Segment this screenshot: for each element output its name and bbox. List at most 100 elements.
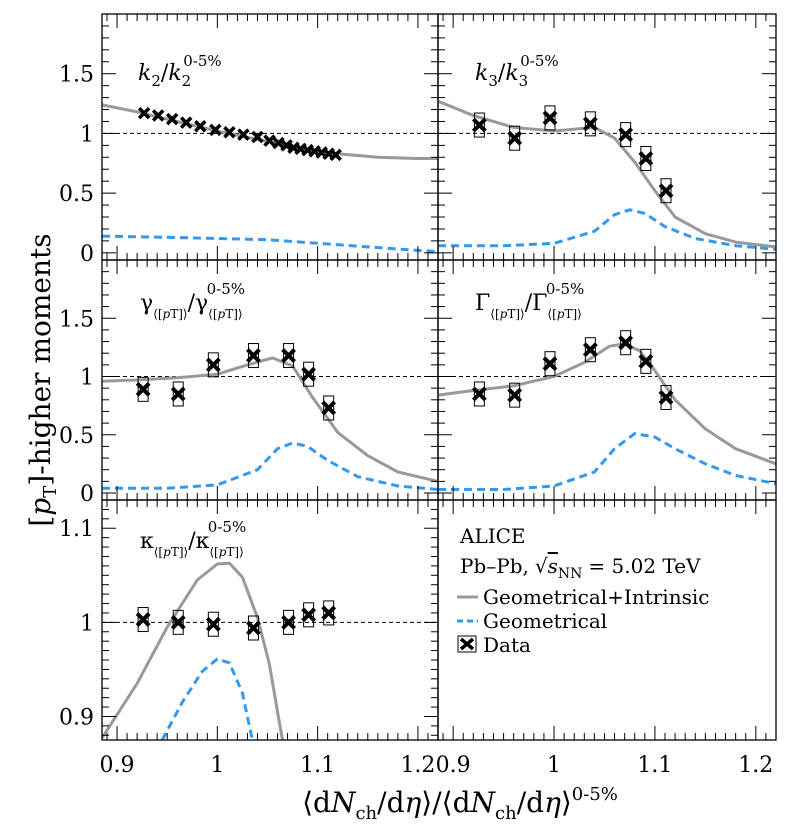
y-tick-label: 1.5 xyxy=(59,307,94,332)
data-point xyxy=(618,127,634,143)
data-syst-box xyxy=(137,607,149,633)
y-tick-label: 1 xyxy=(80,366,94,391)
data-syst-box xyxy=(473,381,485,407)
data-point xyxy=(542,356,558,372)
data-point xyxy=(507,130,523,146)
data-syst-box xyxy=(207,611,219,637)
geometrical-curve xyxy=(438,432,776,491)
data-point xyxy=(618,335,634,351)
data-point xyxy=(321,605,337,621)
x-tick-label: 1.1 xyxy=(300,753,335,778)
data-point xyxy=(329,148,342,162)
x-tick-label: 1.2 xyxy=(738,753,773,778)
panel-frame xyxy=(437,13,777,261)
data-point xyxy=(542,110,558,126)
data-point xyxy=(471,117,487,133)
data-point xyxy=(135,612,151,627)
y-tick-label: 0.5 xyxy=(59,182,94,207)
data-syst-box xyxy=(473,112,485,138)
data-point xyxy=(301,607,317,623)
x-tick-label: 1 xyxy=(210,753,224,778)
data-point xyxy=(223,125,236,139)
panel-Gamma xyxy=(437,259,777,501)
y-tick-label: 1.1 xyxy=(59,517,94,542)
data-syst-box xyxy=(660,178,672,204)
panel-title-kappa: κ⟨[pT]⟩/κ⟨[pT]⟩0-5% xyxy=(140,518,246,559)
data-syst-box xyxy=(303,361,315,387)
panel-k3 xyxy=(437,13,777,261)
data-syst-box xyxy=(283,343,295,369)
data-syst-box xyxy=(137,376,149,402)
y-tick-label: 0 xyxy=(80,482,94,507)
data-point xyxy=(205,357,221,373)
panel-frame xyxy=(101,13,439,261)
data-syst-box xyxy=(207,352,219,378)
data-syst-box xyxy=(247,615,259,641)
data-point xyxy=(582,342,598,358)
legend-label-data: Data xyxy=(483,633,531,657)
legend-title: ALICE xyxy=(459,524,526,548)
data-syst-box xyxy=(544,105,556,131)
data-point xyxy=(135,381,151,397)
data-syst-box xyxy=(509,382,521,408)
y-axis-title: [pT]-higher moments xyxy=(24,233,61,526)
x-tick-label: 1.1 xyxy=(637,753,672,778)
data-point xyxy=(165,112,179,126)
legend-data-box xyxy=(457,635,477,653)
data-point xyxy=(263,134,276,147)
y-tick-label: 1.5 xyxy=(59,63,94,88)
x-tick-label: 1 xyxy=(547,753,561,778)
svg-text:k2/k20-5%: k2/k20-5% xyxy=(138,52,222,90)
data-point xyxy=(170,614,186,630)
panel-frame xyxy=(437,259,777,501)
geometrical-intrinsic-curve xyxy=(102,103,438,160)
y-tick-label: 1 xyxy=(80,122,94,147)
data-point xyxy=(471,386,487,402)
data-point xyxy=(237,128,250,141)
data-syst-box xyxy=(620,330,632,356)
geometrical-curve xyxy=(438,208,776,251)
y-tick-label: 1 xyxy=(80,611,94,636)
y-tick-label: 0 xyxy=(80,242,94,267)
x-tick-label: 0.9 xyxy=(436,753,471,778)
data-syst-box xyxy=(584,111,596,137)
panel-frame xyxy=(101,499,439,741)
data-syst-box xyxy=(283,609,295,635)
legend-data-marker xyxy=(459,637,475,651)
data-syst-box xyxy=(323,600,335,626)
data-syst-box xyxy=(640,348,652,374)
data-syst-box xyxy=(640,145,652,171)
geometrical-curve xyxy=(102,441,438,491)
data-point xyxy=(180,116,193,129)
panel-title-gamma: γ⟨[pT]⟩/γ⟨[pT]⟩0-5% xyxy=(140,280,245,321)
data-point xyxy=(582,116,598,132)
data-point xyxy=(638,353,654,369)
svg-text:k3/k30-5%: k3/k30-5% xyxy=(475,52,559,90)
panel-title-k3: k3/k30-5% xyxy=(475,52,559,90)
svg-text:κ⟨[pT]⟩/κ⟨[pT]⟩0-5%: κ⟨[pT]⟩/κ⟨[pT]⟩0-5% xyxy=(140,518,246,559)
legend-label-geo: Geometrical xyxy=(483,609,607,633)
panel-k2: 0 0.5 1 1.5 xyxy=(59,13,439,267)
panel-kappa: 0.9 1 1.1 0.9 1 1.1 1.2 xyxy=(59,499,439,778)
x-tick-label: 0.9 xyxy=(100,753,135,778)
data-point xyxy=(658,183,674,199)
data-point xyxy=(209,123,222,137)
data-point xyxy=(170,386,186,402)
data-syst-box xyxy=(172,381,184,407)
panel-title-Gamma: Γ⟨[pT]⟩/Γ⟨[pT]⟩0-5% xyxy=(475,280,584,321)
panel-title-k2: k2/k20-5% xyxy=(138,52,222,90)
data-point xyxy=(137,106,151,120)
data-point xyxy=(272,136,285,150)
svg-text:γ⟨[pT]⟩/γ⟨[pT]⟩0-5%: γ⟨[pT]⟩/γ⟨[pT]⟩0-5% xyxy=(140,280,245,321)
data-syst-box xyxy=(323,395,335,421)
legend: ALICE Pb–Pb, √sNN = 5.02 TeV Geometrical+I… xyxy=(457,524,709,657)
data-point xyxy=(246,620,261,636)
data-syst-box xyxy=(584,337,596,363)
data-point xyxy=(194,120,207,133)
y-tick-label: 0.5 xyxy=(59,424,94,449)
data-point xyxy=(205,616,221,632)
data-point xyxy=(246,348,261,363)
svg-text:⟨dNch/dη⟩/⟨dNch/dη⟩0-5%: ⟨dNch/dη⟩/⟨dNch/dη⟩0-5% xyxy=(302,784,618,824)
geometrical-curve xyxy=(102,234,438,254)
